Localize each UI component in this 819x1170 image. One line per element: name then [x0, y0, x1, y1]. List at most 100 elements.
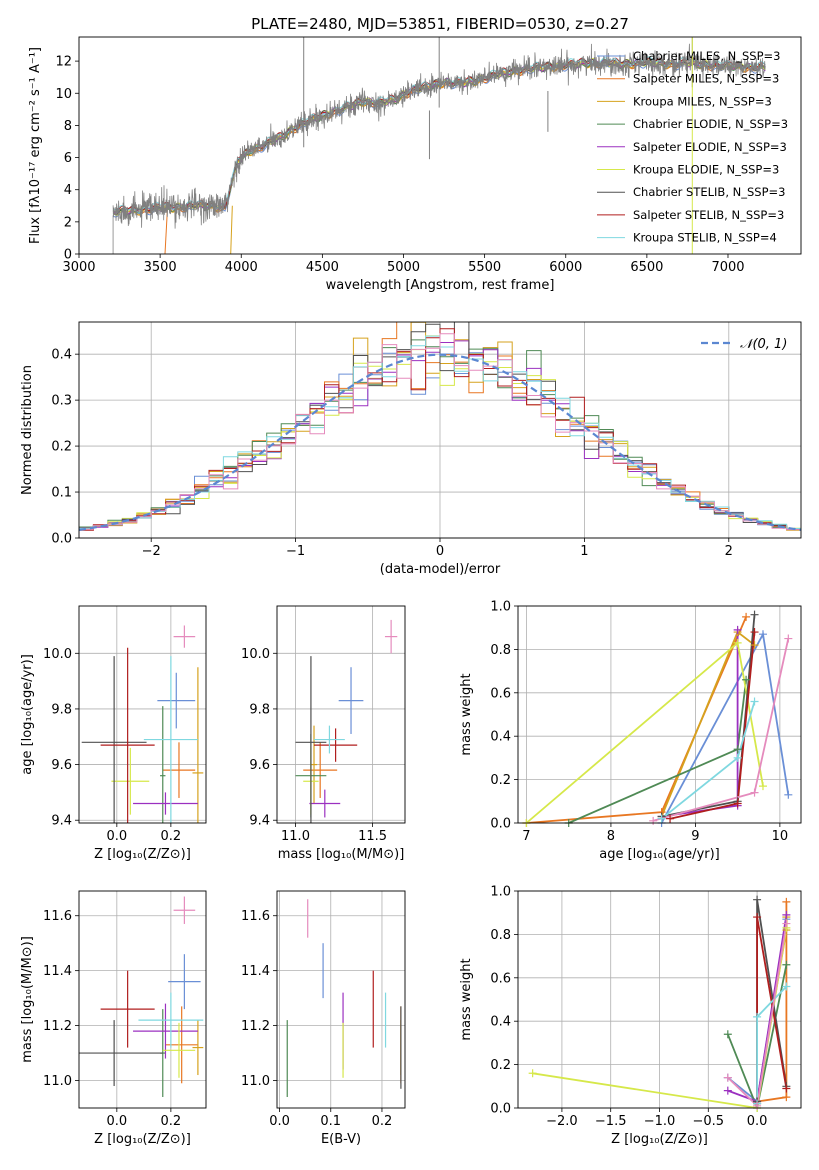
- x-tick-label: 6000: [549, 260, 582, 275]
- weight-line: [526, 616, 747, 823]
- x-tick-label: −1.0: [644, 1114, 676, 1129]
- plot-area: [79, 896, 204, 1098]
- legend-label: Chabrier ELODIE, N_SSP=3: [633, 117, 788, 131]
- x-tick-label: −2.0: [546, 1114, 578, 1129]
- model-edge-kroupa: [230, 205, 233, 254]
- weight-marker: [782, 1093, 791, 1102]
- y-tick-label: 0.1: [51, 486, 72, 501]
- y-tick-label: 9.8: [51, 702, 72, 717]
- x-tick-label: 4500: [306, 260, 339, 275]
- y-tick-label: 4: [64, 183, 72, 198]
- y-tick-label: 11.4: [241, 964, 270, 979]
- x-tick-label: 5000: [387, 260, 420, 275]
- x-axis-label: wavelength [Angstrom, rest frame]: [326, 278, 555, 293]
- y-tick-label: 0.6: [490, 686, 511, 701]
- weight-marker: [784, 790, 793, 799]
- y-tick-label: 0.4: [490, 730, 511, 745]
- legend: Chabrier MILES, N_SSP=3 Salpeter MILES, N…: [597, 49, 788, 245]
- x-tick-label: −1.5: [595, 1114, 627, 1129]
- x-tick-label: −1: [286, 544, 305, 559]
- weight-marker: [733, 753, 742, 762]
- y-tick-label: 0.4: [51, 348, 72, 363]
- y-tick-label: 10.0: [43, 647, 72, 662]
- y-tick-label: 11.6: [241, 909, 270, 924]
- weight-marker: [750, 641, 759, 650]
- x-tick-label: 9: [691, 829, 699, 844]
- x-tick-label: 8: [607, 829, 615, 844]
- legend: 𝒩(0, 1): [701, 337, 787, 352]
- x-tick-label: 2: [725, 544, 733, 559]
- y-tick-label: 6: [64, 151, 72, 166]
- x-axis-label: Z [log₁₀(Z/Z⊙)]: [94, 847, 191, 862]
- weight-marker: [750, 788, 759, 797]
- legend-label: Chabrier STELIB, N_SSP=3: [633, 185, 785, 199]
- weight-line: [669, 631, 756, 820]
- figure-title: PLATE=2480, MJD=53851, FIBERID=0530, z=0…: [251, 15, 629, 33]
- x-tick-label: 10: [772, 829, 789, 844]
- legend-label: Kroupa STELIB, N_SSP=4: [633, 231, 777, 245]
- x-axis-label: (data-model)/error: [380, 562, 501, 577]
- legend-label: Chabrier MILES, N_SSP=3: [633, 49, 780, 63]
- axes-frame: [276, 605, 406, 824]
- weight-marker: [742, 675, 751, 684]
- axes-frame: [78, 321, 802, 539]
- weight-marker: [782, 919, 791, 928]
- y-tick-label: 9.6: [249, 758, 270, 773]
- weight-marker: [758, 782, 767, 791]
- x-axis-label: Z [log₁₀(Z/Z⊙)]: [94, 1132, 191, 1147]
- legend-label: Kroupa ELODIE, N_SSP=3: [633, 163, 779, 177]
- x-axis-label: Z [log₁₀(Z/Z⊙)]: [611, 1132, 708, 1147]
- legend-label: 𝒩(0, 1): [740, 337, 787, 352]
- weight-marker: [782, 1084, 791, 1093]
- x-tick-label: 4000: [225, 260, 258, 275]
- y-tick-label: 0.3: [51, 394, 72, 409]
- legend-label: Salpeter STELIB, N_SSP=3: [633, 208, 784, 222]
- y-tick-label: 1.0: [490, 885, 511, 900]
- weight-marker: [758, 630, 767, 639]
- y-axis-label: mass [log₁₀(M/M⊙)]: [20, 936, 35, 1063]
- y-tick-label: 11.6: [43, 909, 72, 924]
- y-tick-label: 9.6: [51, 758, 72, 773]
- y-axis-label: age [log₁₀(age/yr)]: [20, 654, 35, 775]
- y-tick-label: 12: [55, 55, 72, 70]
- x-tick-label: 0.1: [320, 1114, 341, 1129]
- y-tick-label: 1.0: [490, 600, 511, 615]
- weight-marker: [782, 897, 791, 906]
- plot-area: [81, 625, 204, 823]
- y-tick-label: 10.0: [241, 647, 270, 662]
- y-tick-label: 9.4: [249, 814, 270, 829]
- y-tick-label: 0.8: [490, 928, 511, 943]
- y-tick-label: 11.0: [43, 1074, 72, 1089]
- weight-marker: [753, 895, 762, 904]
- panel-spectrum: 3000 3500 4000 4500 5000 5500 6000 6500 7000 0 2 4 6…: [28, 36, 802, 293]
- weight-marker: [753, 1101, 762, 1110]
- weight-marker: [649, 816, 658, 825]
- y-tick-label: 0: [64, 248, 72, 263]
- plot-area: [79, 322, 801, 538]
- y-tick-label: 0.0: [51, 532, 72, 547]
- weight-line: [661, 614, 756, 818]
- x-tick-label: 0.2: [161, 1114, 182, 1129]
- x-tick-label: 5500: [468, 260, 501, 275]
- legend-label: Salpeter MILES, N_SSP=3: [633, 72, 779, 86]
- x-axis-label: age [log₁₀(age/yr)]: [599, 847, 720, 862]
- y-tick-label: 0.2: [51, 440, 72, 455]
- panel-mass_weight_vs_Z: −2.0 −1.5 −1.0 −0.5 0.0 0.0 0.2 0.4 0.6 0.8 1.0 Z […: [459, 885, 802, 1147]
- x-tick-label: 0.2: [161, 829, 182, 844]
- y-axis-label: mass weight: [459, 958, 474, 1040]
- weight-marker: [782, 982, 791, 991]
- x-axis-label: E(B-V): [321, 1132, 361, 1147]
- weight-marker: [742, 612, 751, 621]
- y-tick-label: 2: [64, 215, 72, 230]
- weight-marker: [753, 913, 762, 922]
- y-tick-label: 11.2: [43, 1019, 72, 1034]
- y-tick-label: 0.8: [490, 643, 511, 658]
- weight-marker: [733, 638, 742, 647]
- x-tick-label: −0.5: [693, 1114, 725, 1129]
- y-tick-label: 11.2: [241, 1019, 270, 1034]
- axes-frame: [517, 605, 802, 824]
- weight-marker: [750, 610, 759, 619]
- axes-frame: [78, 605, 207, 824]
- weight-marker: [750, 628, 759, 637]
